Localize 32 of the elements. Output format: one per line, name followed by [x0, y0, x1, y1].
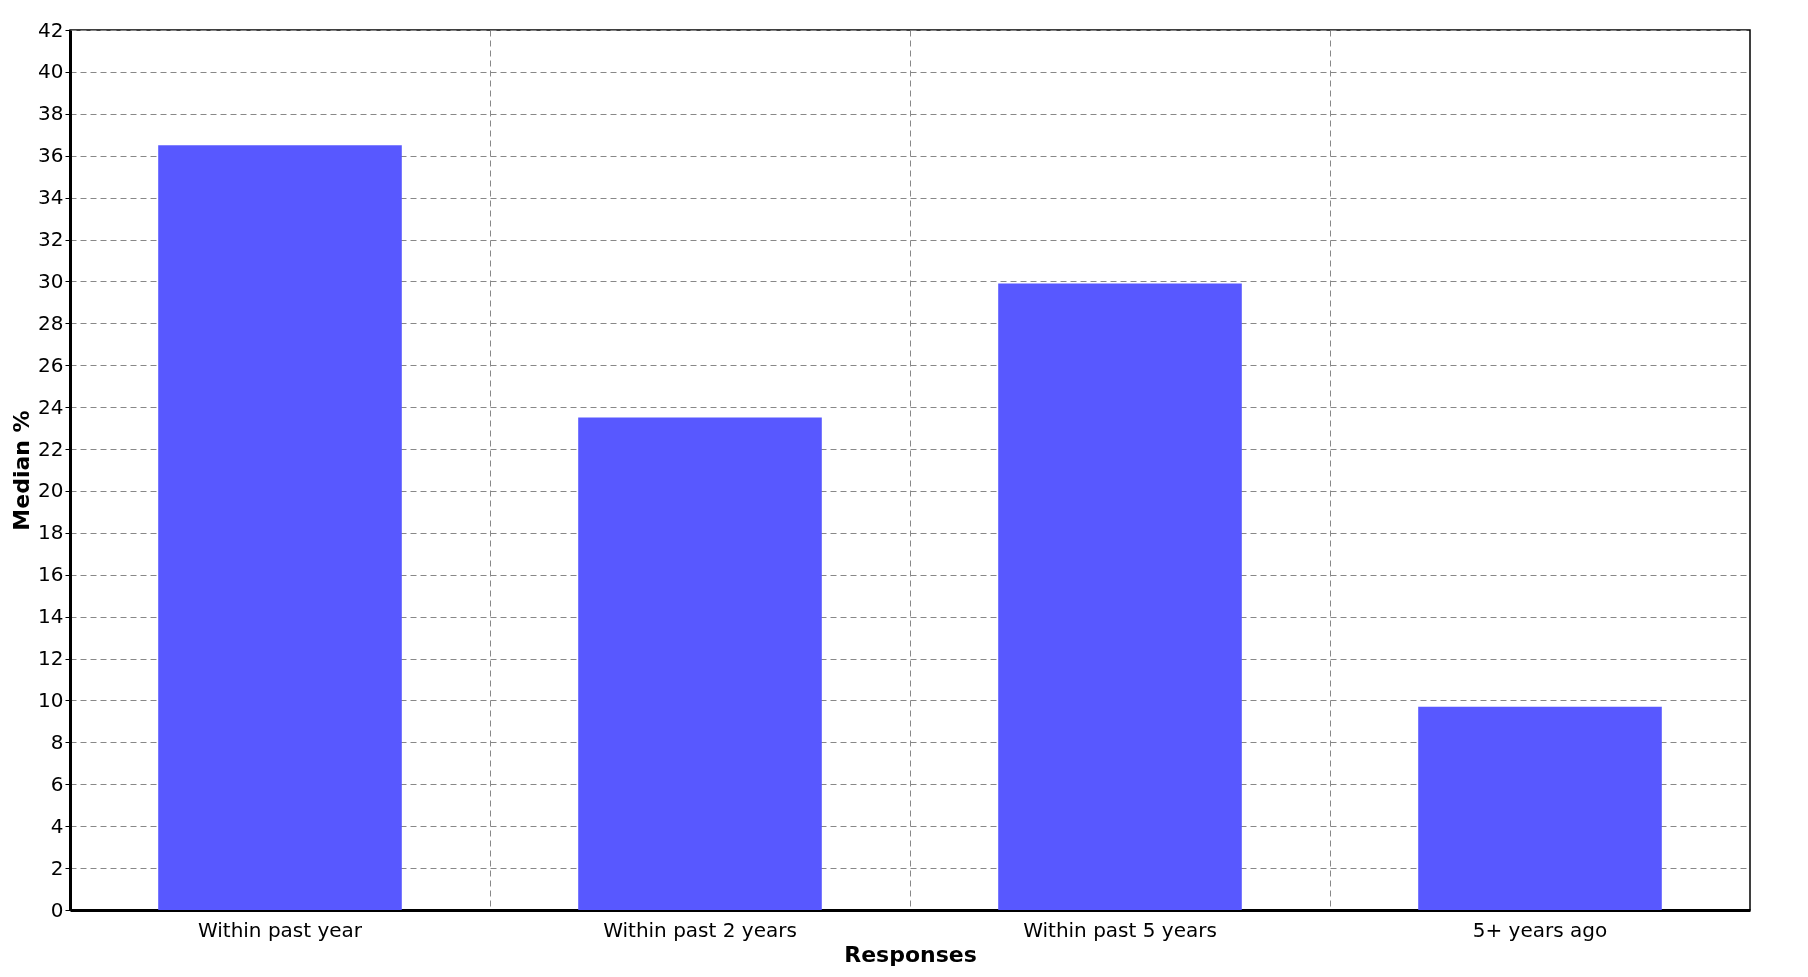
x-axis-title: Responses [844, 941, 977, 967]
bar [578, 417, 822, 910]
y-tick-label: 8 [50, 729, 64, 754]
y-tick-label: 24 [38, 394, 64, 419]
y-tick-label: 20 [38, 478, 64, 503]
bar [1418, 706, 1662, 910]
y-tick-label: 30 [38, 268, 64, 293]
y-tick-label: 32 [38, 227, 64, 252]
y-tick-label: 4 [50, 813, 64, 838]
y-tick-label: 10 [38, 687, 64, 712]
y-tick-label: 42 [38, 17, 64, 42]
y-tick-label: 36 [38, 143, 64, 168]
y-tick-label: 0 [50, 897, 64, 922]
y-tick-label: 28 [38, 310, 64, 335]
x-tick-label: Within past year [197, 917, 363, 942]
y-tick-label: 6 [50, 771, 64, 796]
y-tick-label: 26 [38, 352, 64, 377]
y-tick-label: 16 [38, 562, 64, 587]
y-tick-label: 40 [38, 59, 64, 84]
bar [998, 283, 1242, 910]
y-axis-title: Median % [9, 410, 35, 531]
y-tick-label: 34 [38, 185, 64, 210]
bar [158, 145, 402, 910]
y-tick-label: 38 [38, 101, 64, 126]
x-tick-label: 5+ years ago [1472, 917, 1608, 942]
x-tick-label: Within past 5 years [1023, 917, 1217, 942]
y-tick-label: 14 [38, 604, 64, 629]
y-tick-label: 2 [50, 855, 64, 880]
x-tick-label: Within past 2 years [603, 917, 797, 942]
y-tick-label: 22 [38, 436, 64, 461]
y-tick-label: 18 [38, 520, 64, 545]
y-tick-label: 12 [38, 646, 64, 671]
